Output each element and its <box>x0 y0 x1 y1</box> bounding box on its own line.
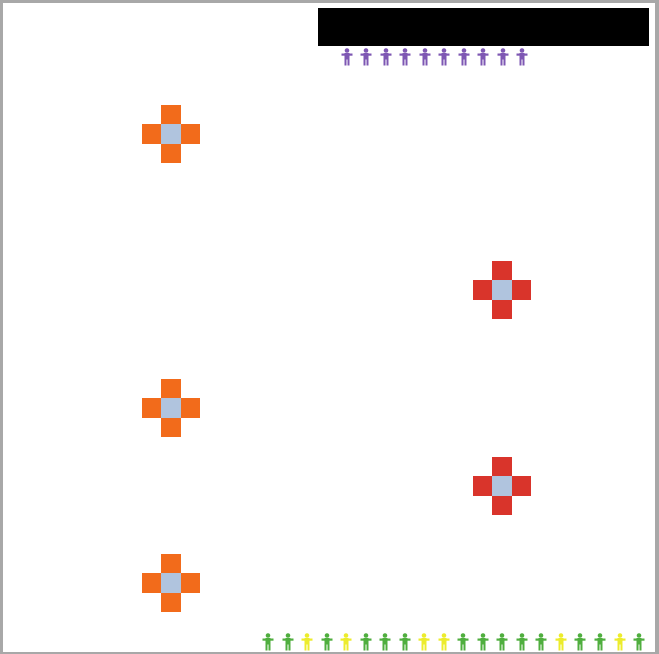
green-person-icon <box>457 633 469 651</box>
orange-cross <box>142 105 201 164</box>
yellow-person-icon <box>301 633 313 651</box>
green-person-icon <box>262 633 274 651</box>
yellow-person-icon <box>614 633 626 651</box>
purple-person-icon <box>438 48 450 66</box>
green-person-icon <box>496 633 508 651</box>
green-person-icon <box>399 633 411 651</box>
cross-arm <box>142 124 162 144</box>
green-person-icon <box>360 633 372 651</box>
purple-person-icon <box>360 48 372 66</box>
yellow-person-icon <box>438 633 450 651</box>
cross-center <box>161 573 181 593</box>
green-person-icon <box>379 633 391 651</box>
cross-center <box>161 124 181 144</box>
red-cross <box>473 457 532 516</box>
cross-arm <box>161 554 181 574</box>
green-person-icon <box>516 633 528 651</box>
green-person-icon <box>535 633 547 651</box>
cross-arm <box>161 417 181 438</box>
cross-arm <box>492 457 512 477</box>
purple-person-icon <box>497 48 509 66</box>
top-bar <box>318 8 649 46</box>
yellow-person-icon <box>418 633 430 651</box>
cross-arm <box>161 592 181 613</box>
cross-arm <box>161 379 181 399</box>
cross-arm <box>473 476 493 496</box>
purple-person-icon <box>516 48 528 66</box>
cross-arm <box>180 398 201 418</box>
purple-person-icon <box>399 48 411 66</box>
purple-person-icon <box>341 48 353 66</box>
cross-arm <box>161 105 181 125</box>
cross-arm <box>492 261 512 281</box>
purple-person-icon <box>380 48 392 66</box>
orange-cross <box>142 554 201 613</box>
cross-arm <box>492 299 512 320</box>
red-cross <box>473 261 532 320</box>
purple-person-icon <box>419 48 431 66</box>
green-person-icon <box>321 633 333 651</box>
cross-arm <box>511 280 532 300</box>
yellow-person-icon <box>555 633 567 651</box>
cross-arm <box>180 573 201 593</box>
cross-arm <box>511 476 532 496</box>
cross-arm <box>180 124 201 144</box>
cross-arm <box>161 143 181 164</box>
orange-cross <box>142 379 201 438</box>
cross-arm <box>473 280 493 300</box>
green-person-icon <box>282 633 294 651</box>
green-person-icon <box>594 633 606 651</box>
cross-center <box>161 398 181 418</box>
green-person-icon <box>477 633 489 651</box>
green-person-icon <box>633 633 645 651</box>
cross-arm <box>142 398 162 418</box>
cross-arm <box>142 573 162 593</box>
cross-center <box>492 476 512 496</box>
purple-person-icon <box>477 48 489 66</box>
yellow-person-icon <box>340 633 352 651</box>
cross-arm <box>492 495 512 516</box>
cross-center <box>492 280 512 300</box>
purple-person-icon <box>458 48 470 66</box>
green-person-icon <box>574 633 586 651</box>
